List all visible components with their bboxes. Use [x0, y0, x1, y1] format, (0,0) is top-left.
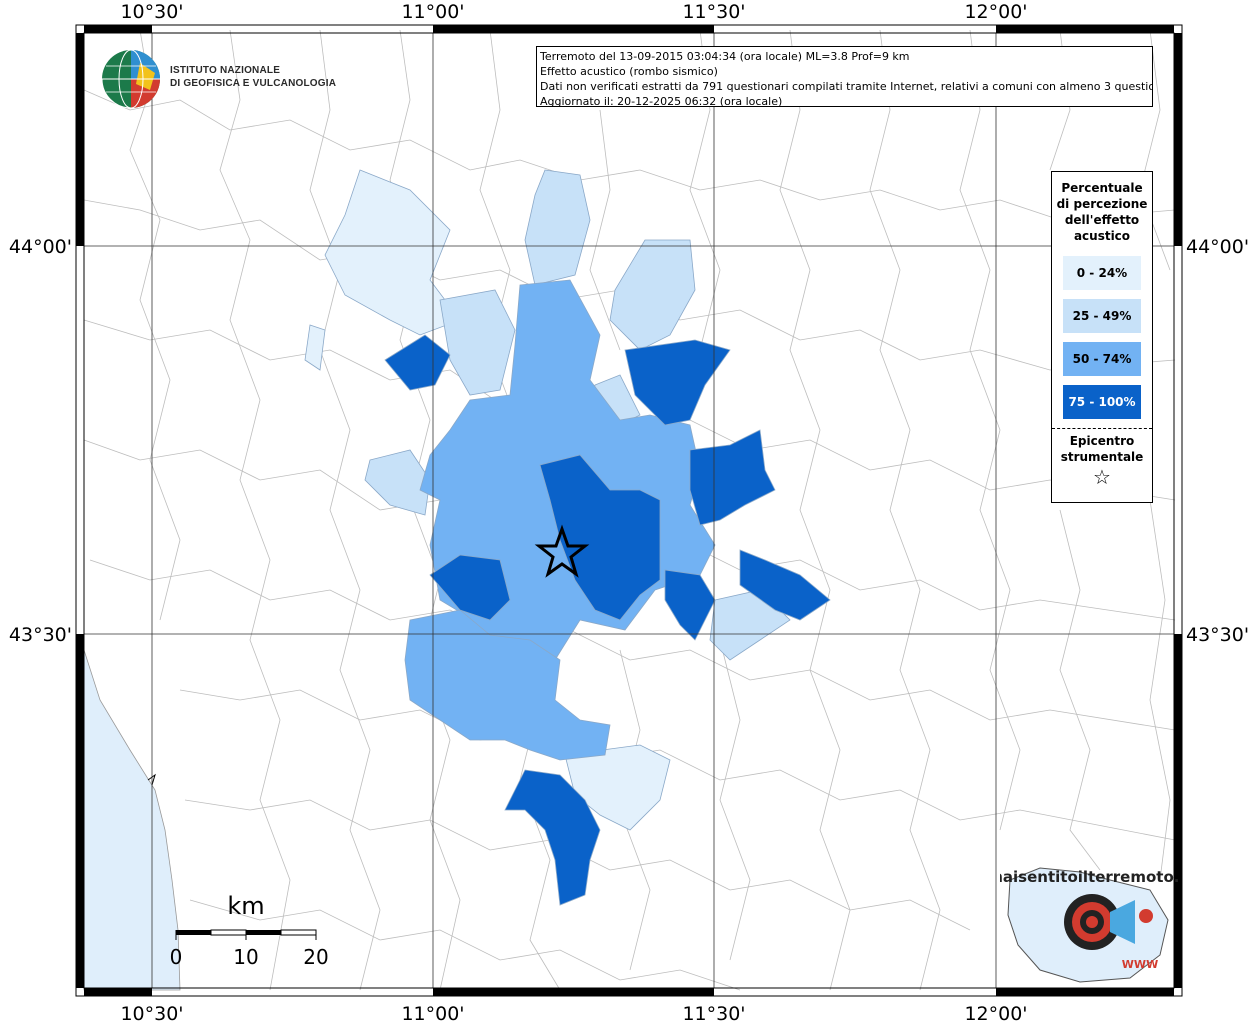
scale-unit: km	[227, 892, 264, 920]
scale-tick-0: 0	[170, 945, 182, 969]
ingv-name: ISTITUTO NAZIONALE DI GEOFISICA E VULCAN…	[170, 64, 336, 90]
hsit-www: WWW	[1122, 958, 1158, 971]
legend-item-50-74: 50 - 74%	[1063, 342, 1141, 376]
legend: Percentuale di percezione dell'effetto a…	[1051, 171, 1153, 503]
legend-item-75-100: 75 - 100%	[1063, 385, 1141, 419]
lat-label-right: 44°00'	[1186, 236, 1249, 258]
info-line-data: Dati non verificati estratti da 791 ques…	[540, 80, 1153, 93]
graticule	[84, 33, 1174, 988]
legend-item-0-24: 0 - 24%	[1063, 256, 1141, 290]
info-line-effect: Effetto acustico (rombo sismico)	[540, 65, 718, 78]
lon-label-top: 12°00'	[964, 1, 1027, 23]
ingv-line1: ISTITUTO NAZIONALE	[170, 65, 281, 76]
scale-tick-10: 10	[233, 945, 258, 969]
legend-star-icon: ☆	[1093, 465, 1111, 489]
scale-tick-20: 20	[303, 945, 328, 969]
lat-label-left: 43°30'	[9, 624, 72, 646]
lon-label-bottom: 11°30'	[682, 1003, 745, 1024]
lat-label-left: 44°00'	[9, 236, 72, 258]
legend-separator	[1052, 428, 1152, 429]
info-line-updated: Aggiornato il: 20-12-2025 06:32 (ora loc…	[540, 95, 783, 107]
ingv-line2: DI GEOFISICA E VULCANOLOGIA	[170, 78, 337, 89]
info-line-event: Terremoto del 13-09-2015 03:04:34 (ora l…	[540, 50, 910, 63]
hsit-text: haisentitoilterremoto.it	[1000, 868, 1180, 886]
hsit-logo: haisentitoilterremoto.it WWW	[1000, 867, 1180, 983]
event-info-box: Terremoto del 13-09-2015 03:04:34 (ora l…	[536, 46, 1153, 107]
ingv-logo	[100, 48, 330, 110]
lon-label-top: 11°00'	[401, 1, 464, 23]
lon-label-top: 10°30'	[120, 1, 183, 23]
legend-item-25-49: 25 - 49%	[1063, 299, 1141, 333]
globe-icon	[101, 49, 160, 109]
legend-title: Percentuale di percezione dell'effetto a…	[1056, 181, 1148, 243]
coordinate-labels: 10°30' 11°00' 11°30' 12°00' 10°30' 11°00…	[9, 1, 1249, 1024]
shaded-municipalities	[304, 169, 831, 906]
lon-label-bottom: 11°00'	[401, 1003, 464, 1024]
epicenter-star-icon	[534, 524, 590, 578]
lat-label-right: 43°30'	[1186, 624, 1249, 646]
lon-label-bottom: 12°00'	[964, 1003, 1027, 1024]
legend-epicenter-label: Epicentro strumentale	[1060, 434, 1144, 464]
scale-bar: km 0 10 20	[170, 892, 329, 969]
map-border	[75, 24, 1183, 997]
lon-label-bottom: 10°30'	[120, 1003, 183, 1024]
lon-label-top: 11°30'	[682, 1, 745, 23]
